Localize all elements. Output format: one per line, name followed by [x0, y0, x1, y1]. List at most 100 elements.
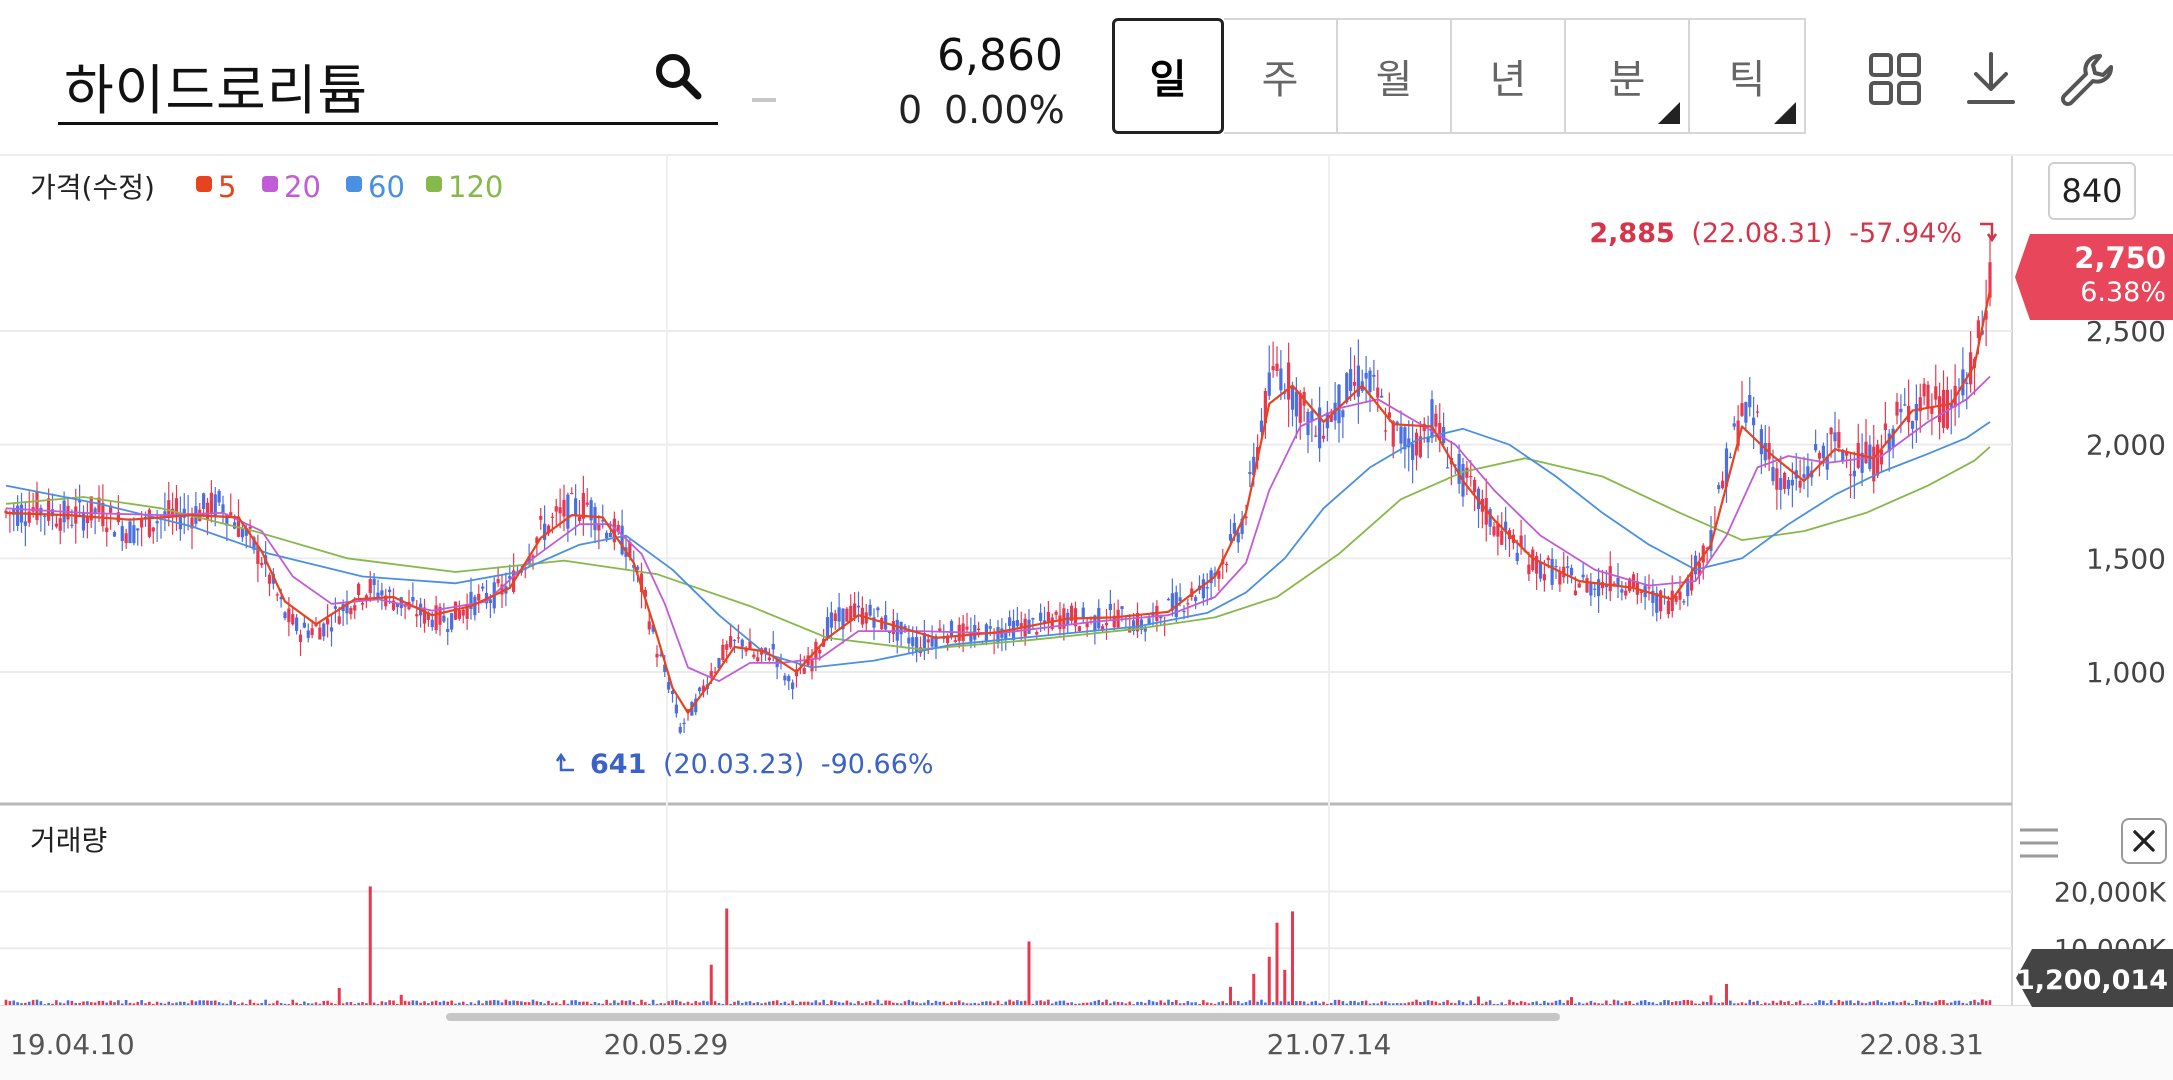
volume-bar [1969, 1001, 1972, 1005]
candle [163, 492, 167, 531]
volume-bar [39, 1001, 43, 1005]
stock-chart[interactable]: 가격(수정) 5 20 60 120 거래량 2,500 2,000 1,500 1,000… [0, 156, 2173, 1080]
candle [1445, 446, 1450, 469]
volume-bar [194, 1001, 198, 1005]
candle [1325, 400, 1329, 442]
volume-bar [229, 1000, 233, 1005]
tab-period-1[interactable]: 주 [1224, 18, 1338, 134]
tab-period-0[interactable]: 일 [1112, 18, 1224, 134]
volume-bar [1093, 1000, 1097, 1005]
download-icon[interactable] [1964, 50, 2018, 108]
overlay-count-button[interactable]: 840 [2048, 162, 2136, 220]
volume-bar [365, 1003, 368, 1005]
candle [484, 580, 489, 609]
candle [1922, 377, 1926, 406]
tab-period-2[interactable]: 월 [1338, 18, 1452, 134]
volume-bar [833, 1001, 837, 1005]
candle [411, 582, 415, 605]
volume-bar [872, 1003, 876, 1005]
volume-bar [1213, 1003, 1217, 1005]
candle [794, 662, 799, 688]
volume-bar [427, 1003, 430, 1005]
volume-bar [1271, 1002, 1275, 1005]
volume-bar [1275, 922, 1279, 1005]
candle [965, 612, 969, 634]
volume-bar [117, 1000, 120, 1005]
volume-bars [4, 886, 1992, 1005]
candle [1438, 403, 1442, 453]
candle [783, 672, 787, 686]
volume-bar [330, 1002, 333, 1005]
x-tick-label: 19.04.10 [10, 1028, 135, 1061]
volume-bar [1357, 1002, 1360, 1005]
chart-scrollbar[interactable] [446, 1013, 1560, 1021]
volume-bar [473, 1003, 477, 1005]
volume-bar [988, 1001, 992, 1005]
volume-bar [190, 1000, 194, 1005]
volume-bar [58, 1002, 62, 1005]
volume-bar [419, 1002, 422, 1005]
candle [1298, 389, 1302, 440]
candle [1414, 428, 1419, 471]
volume-bar [1229, 986, 1232, 1005]
candle [1465, 460, 1469, 496]
volume-bar [291, 999, 295, 1005]
candle [1678, 575, 1682, 611]
volume-bar [628, 1000, 632, 1005]
legend-label: 5 [218, 170, 236, 204]
search-icon[interactable] [652, 50, 704, 102]
volume-bar [1694, 1003, 1697, 1005]
volume-bar [272, 1003, 275, 1005]
volume-bar [1977, 1002, 1980, 1005]
candle [1643, 576, 1647, 610]
volume-bar [372, 1002, 376, 1005]
volume-bar [306, 1003, 310, 1005]
search-box[interactable]: 하이드로리튬 [58, 30, 718, 125]
volume-bar [1388, 1003, 1391, 1005]
volume-bar [551, 1003, 554, 1005]
current-volume-label: 1,200,014 [2016, 965, 2168, 996]
candle [101, 484, 105, 532]
wrench-icon[interactable] [2056, 50, 2118, 108]
volume-bar [1581, 1003, 1585, 1005]
candle [678, 722, 682, 735]
volume-bar [4, 999, 8, 1005]
tab-period-5[interactable]: 틱 [1690, 18, 1806, 134]
tab-period-4[interactable]: 분 [1566, 18, 1690, 134]
candle [876, 606, 880, 618]
volume-bar [1605, 1000, 1608, 1005]
candle [1372, 359, 1376, 391]
volume-bar [1453, 1003, 1457, 1005]
volume-bar [78, 1002, 81, 1005]
volume-bar [1856, 1000, 1860, 1005]
candle [926, 634, 930, 655]
candle [1779, 455, 1783, 510]
candle [1837, 419, 1841, 453]
volume-bar [31, 1000, 35, 1005]
volume-bar [977, 1003, 980, 1005]
grid-icon[interactable] [1868, 52, 1922, 106]
volume-bar [1333, 999, 1337, 1005]
volume-bar [864, 1001, 868, 1005]
volume-bar [1457, 1000, 1461, 1005]
menu-icon[interactable] [2018, 826, 2060, 860]
search-input[interactable]: 하이드로리튬 [64, 59, 369, 122]
volume-bar [632, 1001, 636, 1005]
candle [1961, 347, 1965, 401]
candle [345, 590, 349, 625]
volume-bar [1097, 999, 1101, 1005]
candle [655, 645, 659, 667]
candle [147, 507, 151, 539]
volume-bar [1678, 1001, 1682, 1005]
tab-period-3[interactable]: 년 [1452, 18, 1566, 134]
volume-bar [159, 1002, 163, 1005]
volume-bar [740, 1002, 744, 1005]
volume-bar [1306, 1003, 1310, 1005]
candle [1907, 379, 1911, 437]
volume-bar [647, 1003, 651, 1005]
volume-bar [1829, 1000, 1833, 1005]
volume-bar [609, 1003, 612, 1005]
volume-bar [1039, 1000, 1042, 1005]
close-icon[interactable] [2121, 818, 2167, 864]
candle [384, 588, 388, 610]
